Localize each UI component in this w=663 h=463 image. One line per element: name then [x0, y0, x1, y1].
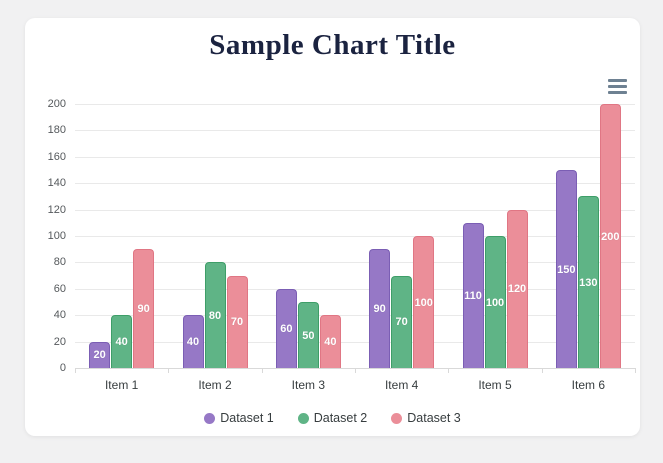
- bar-value-label: 100: [414, 296, 433, 309]
- bar-value-label: 70: [230, 316, 244, 329]
- hamburger-menu-icon: [608, 91, 627, 94]
- bar-value-label: 100: [485, 296, 505, 309]
- bar[interactable]: 100: [484, 236, 506, 368]
- y-axis-tick-label: 80: [53, 256, 66, 269]
- legend-label: Dataset 2: [313, 411, 368, 425]
- bar[interactable]: 110: [462, 222, 484, 368]
- y-axis-tick-label: 60: [53, 282, 66, 295]
- hamburger-menu-icon: [608, 85, 627, 88]
- chart-legend: Dataset 1 Dataset 2 Dataset 3: [25, 411, 640, 425]
- y-axis-tick-label: 20: [53, 335, 66, 348]
- bar-value-label: 60: [280, 322, 293, 335]
- legend-label: Dataset 3: [407, 411, 461, 425]
- y-axis-tick-label: 200: [47, 98, 66, 110]
- hamburger-menu-icon: [608, 79, 627, 82]
- x-axis-tick: [635, 368, 636, 373]
- x-axis-category-label: Item 3: [291, 378, 326, 392]
- legend-label: Dataset 1: [220, 411, 274, 425]
- legend-item[interactable]: Dataset 3: [391, 411, 461, 425]
- x-axis-category-label: Item 6: [571, 378, 606, 392]
- bar-value-label: 80: [208, 309, 222, 322]
- y-axis-tick-label: 40: [53, 309, 66, 322]
- bar-value-label: 40: [115, 336, 128, 349]
- legend-item[interactable]: Dataset 1: [204, 411, 274, 425]
- gridline: [75, 262, 635, 264]
- bar-value-label: 110: [464, 289, 482, 302]
- legend-marker-icon: [391, 412, 403, 424]
- bar-value-label: 70: [395, 316, 408, 329]
- gridline: [75, 288, 635, 290]
- bar[interactable]: 70: [226, 275, 248, 368]
- bar-value-label: 90: [137, 303, 150, 316]
- bar[interactable]: 150: [555, 170, 577, 368]
- bar-value-label: 200: [601, 230, 620, 243]
- y-axis-tick-label: 120: [47, 203, 66, 216]
- y-axis-tick-label: 0: [59, 362, 66, 374]
- bar[interactable]: 100: [413, 236, 435, 368]
- x-axis-category-label: Item 2: [198, 378, 232, 392]
- bar-value-label: 50: [302, 329, 315, 342]
- x-axis-category-label: Item 4: [384, 378, 419, 392]
- x-axis-tick: [541, 368, 543, 373]
- x-axis-tick: [261, 368, 263, 373]
- gridline: [75, 209, 635, 211]
- bar[interactable]: 80: [204, 262, 226, 368]
- y-axis-tick-label: 160: [47, 150, 66, 163]
- bar-value-label: 120: [507, 283, 527, 296]
- bar[interactable]: 120: [506, 209, 528, 368]
- x-axis-tick: [168, 368, 170, 373]
- bar[interactable]: 200: [599, 104, 621, 368]
- gridline: [75, 104, 635, 105]
- legend-item[interactable]: Dataset 2: [297, 411, 368, 425]
- y-axis-tick-label: 140: [47, 177, 66, 190]
- y-axis-tick-label: 100: [47, 230, 66, 242]
- gridline: [75, 341, 635, 343]
- gridline: [75, 130, 635, 132]
- bar[interactable]: 50: [297, 302, 319, 368]
- bar[interactable]: 20: [89, 341, 111, 368]
- x-axis-tick: [75, 368, 76, 373]
- chart-menu-button[interactable]: [608, 79, 627, 94]
- bar[interactable]: 90: [369, 249, 391, 368]
- bar[interactable]: 40: [319, 315, 341, 368]
- bar-value-label: 40: [186, 336, 200, 349]
- chart-title: Sample Chart Title: [209, 29, 456, 61]
- bar[interactable]: 90: [133, 249, 155, 368]
- x-axis-category-label: Item 5: [478, 378, 512, 392]
- bar[interactable]: 130: [577, 196, 599, 368]
- y-axis-tick-label: 180: [47, 124, 66, 137]
- bar[interactable]: 40: [182, 315, 204, 368]
- bar-value-label: 90: [373, 303, 386, 316]
- bar[interactable]: 40: [111, 315, 133, 368]
- x-axis-tick: [448, 368, 450, 373]
- x-axis-tick: [355, 368, 356, 373]
- gridline: [75, 156, 635, 158]
- bar-value-label: 40: [324, 336, 337, 349]
- bar-value-label: 20: [93, 349, 106, 362]
- x-axis-category-label: Item 1: [104, 378, 139, 392]
- gridline: [75, 236, 635, 237]
- bar[interactable]: 70: [391, 275, 413, 368]
- bar-value-label: 150: [557, 263, 576, 276]
- legend-marker-icon: [297, 412, 309, 424]
- gridline: [75, 315, 635, 317]
- legend-marker-icon: [204, 412, 216, 424]
- bar[interactable]: 60: [275, 288, 297, 368]
- bar-value-label: 130: [579, 276, 598, 289]
- chart-card: Sample Chart Title 0 20 40 60 80 100 120 140 160…: [25, 18, 640, 436]
- gridline: [75, 183, 635, 185]
